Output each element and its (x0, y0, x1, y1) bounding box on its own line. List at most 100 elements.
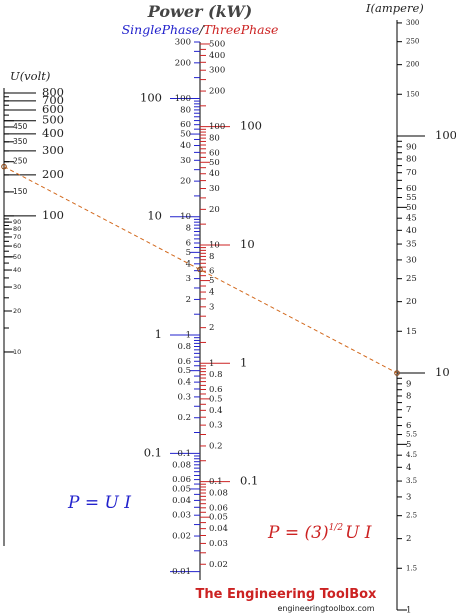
power-three-label: 3 (209, 302, 214, 312)
voltage-major-label: 100 (42, 208, 64, 222)
power-three-label: 0.05 (209, 513, 228, 523)
current-label: 35 (406, 240, 417, 250)
current-label: 30 (406, 255, 417, 265)
current-label: 2.5 (406, 512, 417, 520)
current-label: 250 (406, 38, 419, 46)
subtitle-separator: / (198, 22, 205, 37)
voltage-minor-label: 60 (13, 242, 21, 250)
power-single-label: 0.6 (177, 357, 191, 367)
formula-three-suffix: U I (345, 523, 372, 543)
current-big-label: 100 (435, 128, 456, 142)
power-three-big-label: 10 (240, 237, 255, 251)
current-label: 15 (406, 327, 417, 337)
power-single-big-label: 1 (155, 327, 162, 341)
power-single-label: 0.4 (177, 378, 191, 388)
power-single-label: 200 (175, 58, 191, 68)
power-single-label: 40 (180, 141, 191, 151)
power-single-label: 4 (186, 259, 191, 269)
current-label: 300 (406, 19, 419, 27)
example-point-voltage (1, 163, 7, 170)
voltage-major-label: 300 (42, 143, 64, 157)
voltage-major-label: 400 (42, 126, 64, 140)
power-three-label: 8 (209, 252, 214, 262)
current-label: 200 (406, 61, 419, 69)
chart-title: Power (kW) (147, 2, 252, 21)
power-ticks: 3002001008060504030201086543210.80.60.50… (140, 38, 262, 578)
power-three-label: 100 (209, 122, 225, 132)
current-label: 1 (406, 606, 411, 616)
power-three-label: 0.2 (209, 441, 223, 451)
power-three-label: 500 (209, 39, 225, 49)
power-single-label: 60 (180, 120, 191, 130)
voltage-minor-label: 50 (13, 253, 21, 261)
power-single-label: 0.02 (172, 532, 191, 542)
power-single-big-label: 0.1 (144, 445, 162, 459)
power-single-label: 50 (180, 130, 191, 140)
power-single-label: 6 (186, 238, 191, 248)
voltage-minor-label: 10 (13, 348, 21, 356)
power-three-label: 0.3 (209, 421, 223, 431)
power-single-label: 0.06 (172, 475, 191, 485)
power-three-label: 400 (209, 51, 225, 61)
voltage-minor-label: 20 (13, 307, 21, 315)
power-three-label: 0.02 (209, 560, 228, 570)
formula-three-phase: P = (3)1/2 U I (267, 523, 372, 543)
current-label: 5 (406, 440, 411, 450)
power-three-label: 300 (209, 66, 225, 76)
voltage-minor-label: 30 (13, 283, 21, 291)
power-single-label: 80 (180, 105, 191, 115)
power-three-big-label: 100 (240, 119, 262, 133)
current-label: 7 (406, 405, 411, 415)
power-single-label: 0.5 (177, 366, 191, 376)
power-three-label: 0.04 (209, 524, 228, 534)
power-single-label: 0.05 (172, 484, 191, 494)
current-big-label: 10 (435, 365, 450, 379)
power-three-label: 40 (209, 169, 220, 179)
current-label: 3 (406, 492, 411, 502)
current-label: 55 (406, 193, 417, 203)
current-label: 50 (406, 203, 417, 213)
power-single-label: 0.8 (177, 342, 191, 352)
power-three-label: 0.06 (209, 503, 228, 513)
brand-name: The Engineering ToolBox (196, 587, 378, 602)
voltage-minor-label: 40 (13, 266, 21, 274)
power-three-label: 0.5 (209, 394, 223, 404)
current-label: 40 (406, 226, 417, 236)
current-label: 70 (406, 168, 417, 178)
voltage-major-label: 700 (42, 93, 64, 107)
current-label: 6 (406, 421, 411, 431)
power-three-label: 0.6 (209, 385, 223, 395)
current-label: 1.5 (406, 564, 417, 572)
current-label: 150 (406, 90, 419, 98)
power-single-big-label: 100 (140, 90, 162, 104)
power-three-big-label: 1 (240, 355, 247, 369)
voltage-mid-label: 150 (13, 187, 28, 196)
current-label: 4.5 (406, 451, 417, 459)
voltage-minor-label: 80 (13, 225, 21, 233)
brand-url: engineeringtoolbox.com (277, 604, 374, 613)
power-single-label: 0.1 (177, 449, 191, 459)
power-three-label: 2 (209, 323, 214, 333)
voltage-minor-label: 90 (13, 218, 21, 226)
voltage-major-label: 200 (42, 167, 64, 181)
power-single-label: 0.3 (177, 392, 191, 402)
current-ticks: 3002502001509080706055504540353025201598… (397, 19, 456, 616)
current-label: 2 (406, 534, 411, 544)
power-three-label: 50 (209, 158, 220, 168)
power-single-label: 0.04 (172, 496, 191, 506)
voltage-minor-label: 70 (13, 233, 21, 241)
formula-three-exponent: 1/2 (329, 523, 344, 533)
power-three-label: 60 (209, 148, 220, 158)
current-label: 60 (406, 184, 417, 194)
power-three-label: 80 (209, 134, 220, 144)
power-three-label: 0.8 (209, 370, 223, 380)
current-label: 3.5 (406, 477, 417, 485)
power-single-label: 2 (186, 295, 191, 305)
current-label: 25 (406, 274, 417, 284)
power-single-label: 3 (186, 274, 191, 284)
power-single-label: 20 (180, 177, 191, 187)
subtitle-single-phase: SinglePhase (122, 22, 200, 37)
current-label: 5.5 (406, 431, 417, 439)
